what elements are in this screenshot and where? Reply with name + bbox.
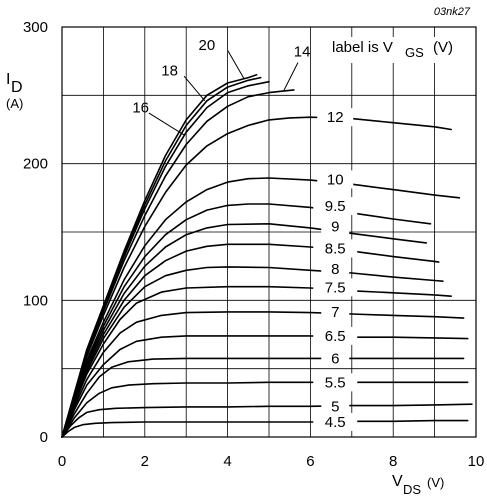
curve-label-5-5: 5.5 — [325, 374, 346, 391]
curve-label-background — [321, 217, 350, 236]
curves — [61, 74, 473, 438]
y-tick-label: 200 — [23, 156, 48, 173]
y-tick-labels: 0 100 200 300 — [23, 19, 48, 446]
curve-vgs-9-5 — [61, 203, 432, 438]
curve-label-8-5: 8.5 — [325, 240, 346, 257]
x-tick-label: 6 — [306, 453, 314, 470]
curve-label-5: 5 — [331, 398, 339, 415]
curve-vgs-5-5 — [61, 381, 469, 438]
x-tick-label: 2 — [141, 453, 149, 470]
figure-code: 03nk27 — [434, 6, 471, 18]
annotation-sub: GS — [405, 45, 424, 60]
curve-label-background — [313, 197, 358, 216]
curve-label-background — [313, 278, 358, 297]
y-axis-label-main: I — [6, 71, 10, 88]
x-axis-label-unit: (V) — [427, 475, 444, 490]
curve-vgs-12 — [61, 116, 453, 438]
plot-frame — [61, 26, 477, 438]
annotation-background — [325, 37, 455, 63]
curve-label-4-5: 4.5 — [325, 414, 346, 431]
curve-vgs-6 — [61, 357, 465, 438]
curve-label-16: 16 — [132, 100, 149, 117]
curve-label-background — [321, 349, 350, 368]
curve-vgs-10 — [61, 177, 461, 438]
curve-vgs-4-5 — [61, 419, 469, 438]
curve-label-background — [321, 302, 350, 321]
curve-vgs-8 — [61, 266, 444, 438]
curve-labels: 4.55 5.5 6 6.5 7 7.58 8.5 9 9.5 10 12 14 16 18 20 — [132, 37, 358, 431]
x-axis-label: V DS (V) — [392, 473, 444, 497]
curve-label-background — [313, 326, 358, 345]
curve-label-background — [313, 412, 358, 431]
curve-label-10: 10 — [327, 171, 344, 188]
curve-label-leader-18 — [183, 75, 206, 102]
curve-vgs-7 — [61, 311, 465, 438]
grid — [62, 27, 476, 437]
curve-vgs-14 — [61, 89, 295, 438]
curve-label-leader-14 — [283, 62, 299, 92]
curve-label-8: 8 — [331, 261, 339, 278]
curve-vgs-8-5 — [61, 243, 440, 438]
annotation: label is V GS (V) — [325, 37, 455, 63]
curve-label-6: 6 — [331, 350, 339, 367]
y-axis-label-sub: D — [11, 79, 23, 96]
x-tick-label: 8 — [389, 453, 397, 470]
curve-label-14: 14 — [294, 44, 311, 61]
x-axis-label-main: V — [392, 473, 403, 490]
curve-label-7: 7 — [331, 304, 339, 321]
annotation-prefix: label is V — [332, 39, 393, 56]
curve-vgs-5 — [61, 403, 473, 438]
curve-label-6-5: 6.5 — [325, 328, 346, 345]
y-axis-label-unit: (A) — [6, 96, 23, 111]
y-axis-label: I D (A) — [6, 71, 23, 111]
curve-label-leader-16 — [148, 112, 185, 136]
x-tick-label: 4 — [223, 453, 231, 470]
curve-vgs-6-5 — [61, 335, 469, 438]
curve-label-background — [317, 170, 354, 189]
curve-label-background — [321, 397, 350, 416]
annotation-suffix: (V) — [433, 39, 453, 56]
curve-label-9: 9 — [331, 219, 339, 236]
curve-label-background — [313, 373, 358, 392]
curve-label-background — [313, 239, 358, 258]
x-tick-labels: 0 2 4 6 8 10 — [58, 453, 485, 470]
curve-vgs-20 — [61, 74, 258, 438]
x-axis-label-sub: DS — [403, 482, 421, 497]
curve-label-20: 20 — [199, 37, 216, 54]
y-tick-label: 0 — [40, 429, 48, 446]
y-tick-label: 100 — [23, 292, 48, 309]
curve-label-9-5: 9.5 — [325, 198, 346, 215]
curve-label-7-5: 7.5 — [325, 279, 346, 296]
curve-label-background — [317, 108, 354, 127]
curve-vgs-7-5 — [61, 285, 453, 438]
x-tick-label: 10 — [468, 453, 485, 470]
curve-label-background — [321, 259, 350, 278]
x-tick-label: 0 — [58, 453, 66, 470]
y-tick-label: 300 — [23, 19, 48, 36]
curve-label-leader-20 — [227, 49, 245, 80]
curve-label-18: 18 — [161, 63, 178, 80]
curve-label-12: 12 — [327, 109, 344, 126]
